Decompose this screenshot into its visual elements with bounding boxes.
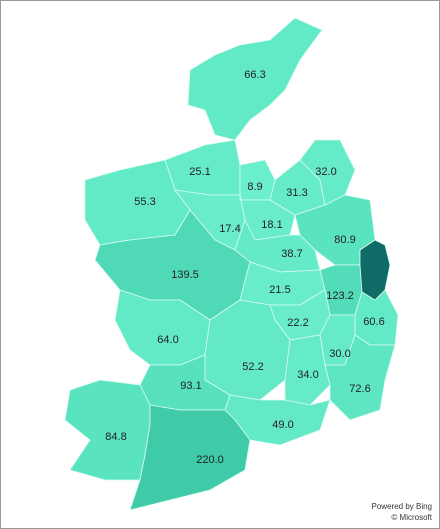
region-label: 34.0 [297, 369, 318, 381]
region-label: 123.2 [326, 290, 354, 302]
region-label: 49.0 [272, 419, 293, 431]
region-label: 30.0 [329, 348, 350, 360]
region-label: 8.9 [247, 181, 262, 193]
region-label: 32.0 [315, 166, 336, 178]
region-label: 25.1 [189, 166, 210, 178]
region-label: 220.0 [196, 454, 224, 466]
attribution: © Microsoft [391, 513, 432, 522]
region [187, 17, 323, 141]
regions [64, 17, 399, 511]
region-label: 22.2 [287, 317, 308, 329]
region [129, 404, 251, 511]
region [324, 334, 396, 421]
region-label: 72.6 [349, 383, 370, 395]
region-label: 93.1 [180, 380, 201, 392]
region-label: 64.0 [157, 334, 178, 346]
labels: 66.3 25.1 8.9 31.3 32.0 55.3 17.4 18.1 80.9 38.7 1… [105, 69, 384, 466]
attribution: Powered by Bing [372, 502, 432, 511]
region-label: 60.6 [363, 316, 384, 328]
region-label: 18.1 [261, 219, 282, 231]
region-label: 31.3 [286, 187, 307, 199]
region [299, 139, 356, 206]
region [284, 334, 331, 406]
region-label: 38.7 [281, 248, 302, 260]
region-label: 17.4 [219, 223, 240, 235]
region-label: 84.8 [105, 431, 126, 443]
region-label: 21.5 [269, 284, 290, 296]
region [359, 239, 391, 301]
region-label: 55.3 [134, 196, 155, 208]
region-label: 80.9 [334, 234, 355, 246]
region-label: 139.5 [171, 269, 199, 281]
region-label: 52.2 [242, 361, 263, 373]
region-label: 66.3 [244, 69, 265, 81]
